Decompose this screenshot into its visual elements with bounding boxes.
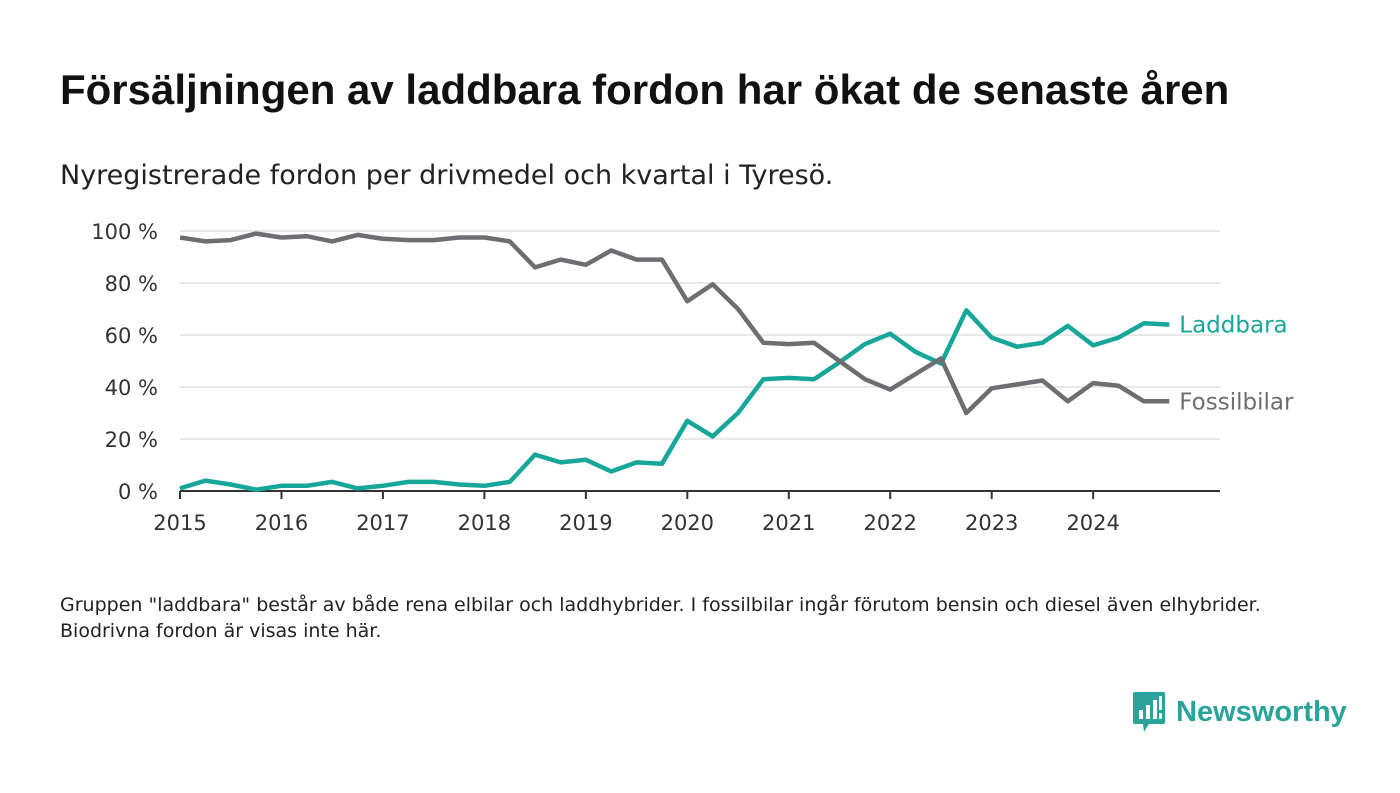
series-line-fossilbilar: [179, 231, 1170, 416]
series-line-laddbara: [179, 308, 1170, 492]
x-tick-label: 2018: [458, 511, 511, 535]
series-labels: Laddbara Fossilbilar: [1179, 313, 1294, 416]
newsworthy-logo-icon: [1133, 692, 1165, 732]
x-tick-label: 2016: [255, 511, 308, 535]
series-lines: [179, 231, 1170, 492]
y-tick-label: 60 %: [105, 324, 158, 348]
footnote: Gruppen "laddbara" består av både rena e…: [60, 594, 1261, 642]
y-axis-tick-labels: 0 % 20 % 40 % 60 % 80 % 100 %: [91, 220, 158, 504]
x-tick-label: 2022: [864, 511, 917, 535]
newsworthy-logo[interactable]: Newsworthy: [1132, 690, 1347, 734]
x-tick-label: 2021: [762, 511, 815, 535]
gridlines: [180, 230, 1220, 440]
y-tick-label: 0 %: [118, 480, 158, 504]
x-tick-label: 2015: [153, 511, 206, 535]
x-tick-label: 2019: [559, 511, 612, 535]
logo-text: Newsworthy: [1176, 695, 1347, 728]
x-tick-label: 2020: [661, 511, 714, 535]
x-tick-label: 2023: [965, 511, 1018, 535]
chart-title: Försäljningen av laddbara fordon har öka…: [60, 66, 1230, 113]
x-axis: 2015 2016 2017 2018 2019 2020 2021 2022 2023 2024: [153, 490, 1220, 535]
series-label-fossilbilar: Fossilbilar: [1179, 389, 1294, 415]
y-tick-label: 100 %: [91, 220, 158, 244]
chart-subtitle: Nyregistrerade fordon per drivmedel och …: [60, 160, 834, 191]
x-tick-label: 2024: [1066, 511, 1119, 535]
line-chart: 0 %20 %40 %60 %80 %100 % 2015 2016 2017 201…: [91, 220, 1294, 535]
y-tick-label: 20 %: [105, 428, 158, 452]
series-label-laddbara: Laddbara: [1179, 313, 1287, 339]
y-tick-label: 40 %: [105, 376, 158, 400]
y-tick-label: 80 %: [105, 272, 158, 296]
x-tick-label: 2017: [356, 511, 409, 535]
